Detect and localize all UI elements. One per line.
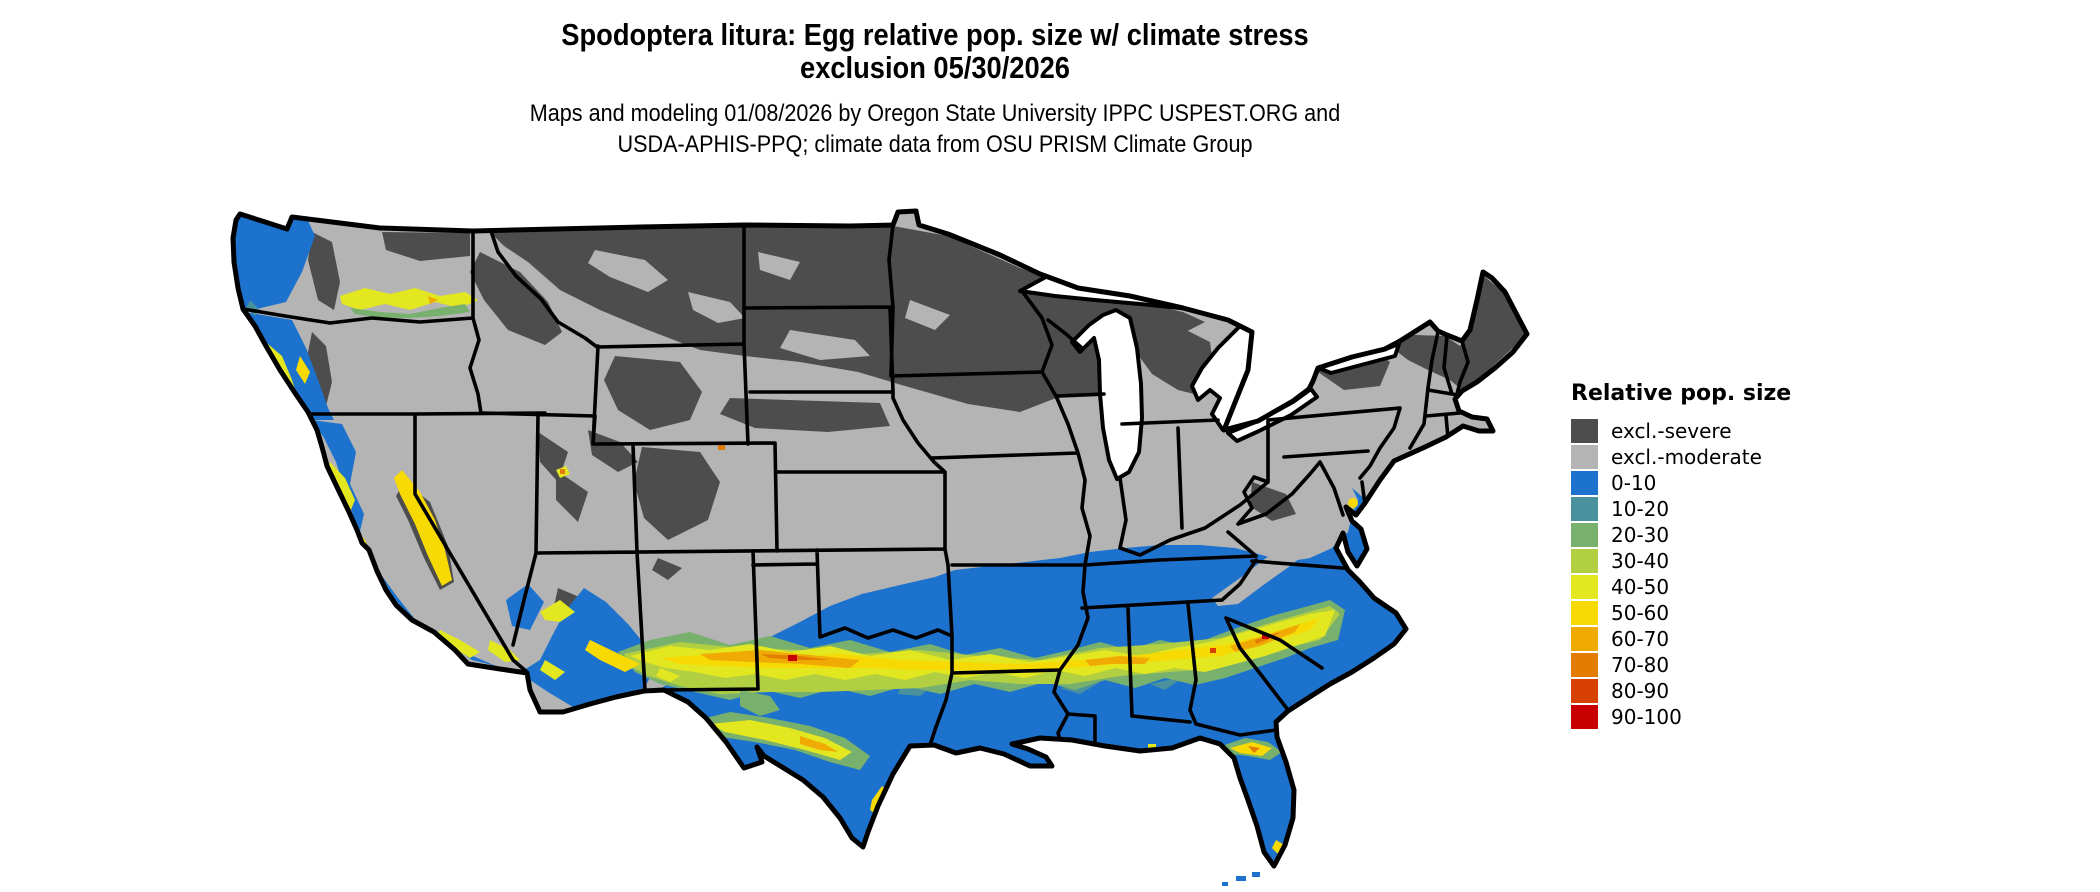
legend-row: 10-20 [1571, 496, 1791, 522]
legend-row: 60-70 [1571, 626, 1791, 652]
legend-label: 40-50 [1611, 575, 1670, 599]
legend-swatch-b90100 [1571, 705, 1598, 729]
legend-row: excl.-severe [1571, 418, 1791, 444]
legend-label: 30-40 [1611, 549, 1670, 573]
legend-label: excl.-moderate [1611, 445, 1762, 469]
legend-label: 20-30 [1611, 523, 1670, 547]
conus-outline [230, 208, 1530, 869]
legend-row: 90-100 [1571, 704, 1791, 730]
map-layer-band [618, 600, 1345, 751]
legend-rows: excl.-severe excl.-moderate 0-10 10-20 20-30… [1571, 418, 1791, 730]
legend-title: Relative pop. size [1571, 381, 1792, 406]
legend-row: 70-80 [1571, 652, 1791, 678]
legend-swatch-b8090 [1571, 679, 1598, 703]
legend-label: 80-90 [1611, 679, 1670, 703]
legend-label: 90-100 [1611, 705, 1682, 729]
state-borders [241, 223, 1476, 748]
legend-row: 30-40 [1571, 548, 1791, 574]
map-subtitle-line1: Maps and modeling 01/08/2026 by Oregon S… [529, 100, 1341, 127]
legend-swatch-b5060 [1571, 601, 1598, 625]
cape-may-spot [1348, 498, 1358, 508]
legend-swatch-b6070 [1571, 627, 1598, 651]
band-60-70 [700, 650, 860, 668]
legend-label: 10-20 [1611, 497, 1670, 521]
map-layer-south-texas-band [690, 690, 890, 816]
legend: Relative pop. size excl.-severe excl.-mod… [1571, 381, 1791, 730]
map-layer-moderate-patches [588, 250, 950, 360]
legend-swatch-moderate [1571, 445, 1598, 469]
band-90-100 [788, 655, 797, 661]
legend-swatch-b2030 [1571, 523, 1598, 547]
map-layer-florida-spots [1148, 738, 1286, 856]
appalachian-gray-tongue [1212, 544, 1312, 606]
legend-swatch-b0010 [1571, 471, 1598, 495]
legend-label: 70-80 [1611, 653, 1670, 677]
legend-row: 50-60 [1571, 600, 1791, 626]
legend-swatch-b3040 [1571, 549, 1598, 573]
legend-label: 60-70 [1611, 627, 1670, 651]
map-header: Spodoptera litura: Egg relative pop. siz… [135, 18, 1735, 160]
map-subtitle-line2: USDA-APHIS-PPQ; climate data from OSU PR… [617, 131, 1253, 158]
map-title-line1: Spodoptera litura: Egg relative pop. siz… [561, 17, 1309, 52]
legend-swatch-severe [1571, 419, 1598, 443]
legend-label: excl.-severe [1611, 419, 1732, 443]
legend-label: 50-60 [1611, 601, 1670, 625]
legend-row: 80-90 [1571, 678, 1791, 704]
legend-swatch-b7080 [1571, 653, 1598, 677]
legend-label: 0-10 [1611, 471, 1657, 495]
map-subtitle: Maps and modeling 01/08/2026 by Oregon S… [135, 98, 1735, 160]
lake-michigan [1070, 308, 1144, 481]
legend-row: 0-10 [1571, 470, 1791, 496]
legend-swatch-b4050 [1571, 575, 1598, 599]
florida-keys [1222, 872, 1260, 886]
map-title-line2: exclusion 05/30/2026 [800, 50, 1070, 85]
legend-row: excl.-moderate [1571, 444, 1791, 470]
legend-swatch-b1020 [1571, 497, 1598, 521]
legend-row: 40-50 [1571, 574, 1791, 600]
legend-row: 20-30 [1571, 522, 1791, 548]
